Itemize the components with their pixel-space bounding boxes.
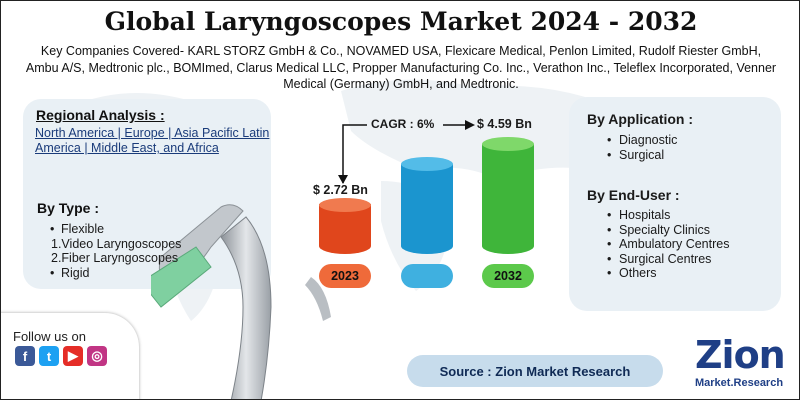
zion-logo-subtitle: Market.Research <box>695 377 784 389</box>
application-item: Surgical <box>607 148 677 163</box>
zion-logo: Zion <box>695 333 786 377</box>
type-subitem: 1.Video Laryngoscopes <box>51 236 182 251</box>
application-item: Diagnostic <box>607 133 677 148</box>
instagram-icon[interactable]: ◎ <box>87 346 107 366</box>
bar-2023-top <box>319 198 371 212</box>
by-type-list: Flexible 1.Video Laryngoscopes 2.Fiber L… <box>50 222 181 281</box>
year-pill-2023: 2023 <box>319 264 371 288</box>
by-end-user-heading: By End-User : <box>587 187 680 203</box>
type-item: Flexible <box>50 222 181 237</box>
end-user-item: Ambulatory Centres <box>607 237 769 252</box>
end-value-label: $ 4.59 Bn <box>477 117 532 131</box>
facebook-icon[interactable]: f <box>15 346 35 366</box>
youtube-icon[interactable]: ▶ <box>63 346 83 366</box>
bar-middle-top <box>401 157 453 171</box>
cagr-label: CAGR : 6% <box>371 117 435 131</box>
source-badge: Source : Zion Market Research <box>407 355 663 387</box>
cagr-arrows <box>338 120 475 184</box>
left-panel <box>23 99 271 289</box>
key-companies-text: Key Companies Covered- KARL STORZ GmbH &… <box>25 44 777 91</box>
start-value-label: $ 2.72 Bn <box>313 183 368 197</box>
end-user-item: Others <box>607 266 769 281</box>
bar-2032-top <box>482 137 534 151</box>
type-item: Rigid <box>50 266 181 281</box>
by-application-heading: By Application : <box>587 111 694 127</box>
end-user-item: Hospitals <box>607 208 769 223</box>
year-pill-2032: 2032 <box>482 264 534 288</box>
page-title: Global Laryngoscopes Market 2024 - 2032 <box>104 7 698 36</box>
twitter-icon[interactable]: t <box>39 346 59 366</box>
bar-2032 <box>482 144 534 254</box>
by-end-user-list: Hospitals Specialty Clinics Ambulatory C… <box>607 208 769 281</box>
follow-us-label: Follow us on <box>13 329 86 344</box>
laryngoscope-illustration <box>151 204 331 399</box>
regional-analysis-heading: Regional Analysis : <box>36 107 165 123</box>
bar-middle <box>401 164 453 254</box>
bar-2023 <box>319 204 371 254</box>
end-user-item: Surgical Centres <box>607 252 769 267</box>
by-type-heading: By Type : <box>37 200 99 216</box>
year-pill-middle <box>401 264 453 288</box>
regional-analysis-list: North America | Europe | Asia Pacific La… <box>35 126 270 155</box>
by-application-list: Diagnostic Surgical <box>607 133 677 163</box>
type-subitem: 2.Fiber Laryngoscopes <box>51 251 179 265</box>
end-user-item: Specialty Clinics <box>607 223 769 238</box>
